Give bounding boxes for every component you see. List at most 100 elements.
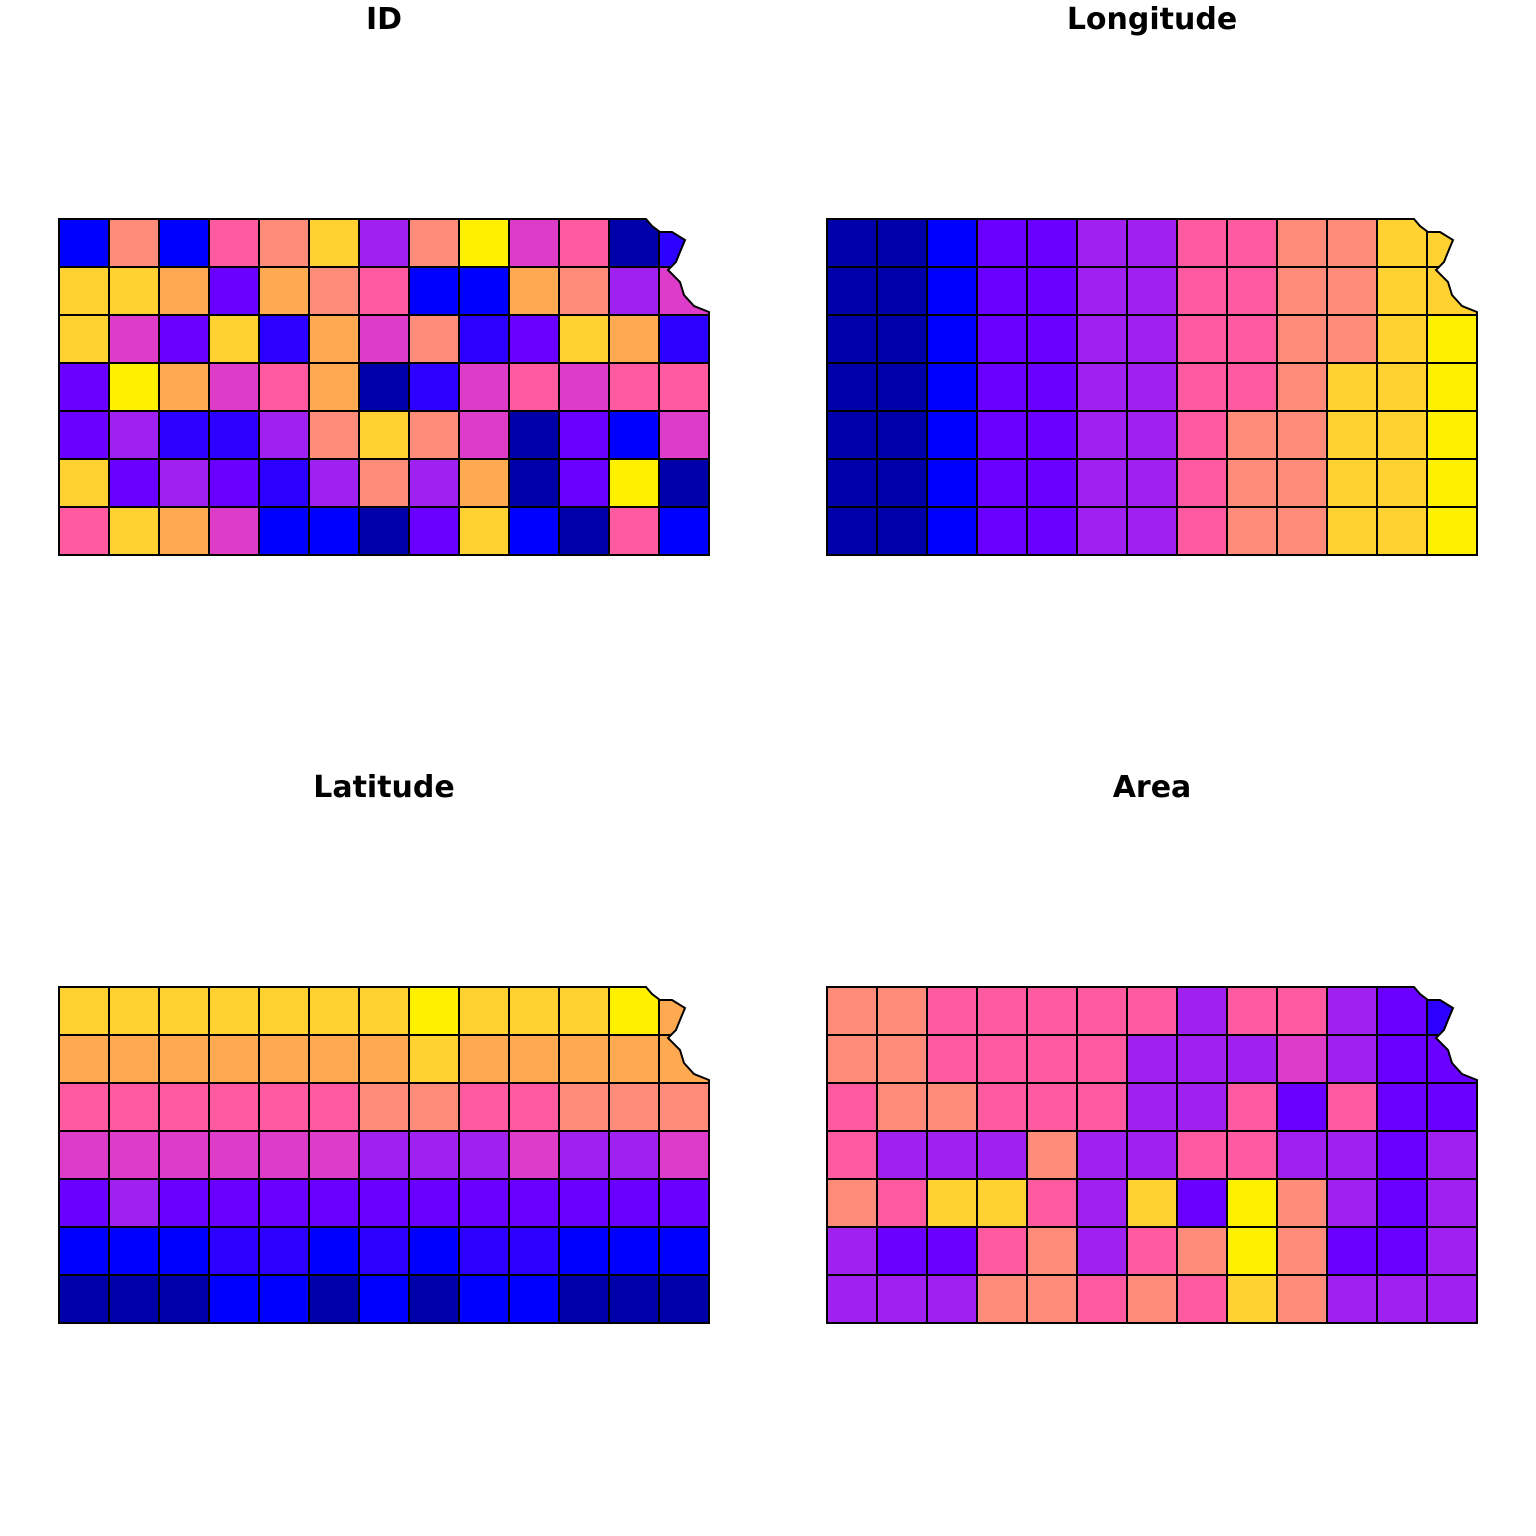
county-cell: [1226, 314, 1278, 364]
county-cell: [1026, 314, 1078, 364]
county-cell: [1026, 362, 1078, 412]
state-outline: [826, 218, 1478, 556]
county-cell: [1176, 1226, 1228, 1276]
county-cell: [658, 410, 709, 460]
county-cell: [1076, 314, 1128, 364]
county-cell: [258, 1034, 310, 1084]
county-cells: [827, 219, 1477, 555]
county-cell: [358, 410, 410, 460]
county-cell: [258, 219, 310, 268]
county-cell: [1076, 987, 1128, 1036]
county-cell: [358, 362, 410, 412]
county-cell: [358, 1274, 410, 1323]
county-cell: [1376, 458, 1428, 508]
county-cell: [976, 1082, 1028, 1132]
county-cell: [408, 362, 460, 412]
county-cell: [308, 1274, 360, 1323]
county-cell: [1176, 219, 1228, 268]
county-cell: [1226, 362, 1278, 412]
county-cell: [1176, 314, 1228, 364]
county-cell: [358, 1130, 410, 1180]
county-cell: [408, 1274, 460, 1323]
county-cell: [926, 410, 978, 460]
county-cell: [926, 1082, 978, 1132]
county-cell: [1376, 1178, 1428, 1228]
county-cell: [258, 1226, 310, 1276]
county-cell: [1176, 1130, 1228, 1180]
county-cell: [1276, 266, 1328, 316]
county-cell: [508, 410, 560, 460]
county-cell: [508, 1274, 560, 1323]
county-cell: [1326, 987, 1378, 1036]
county-cell: [108, 362, 160, 412]
county-cell: [827, 1274, 878, 1323]
county-cell: [1076, 1082, 1128, 1132]
county-cell: [1026, 219, 1078, 268]
county-cell: [1226, 1178, 1278, 1228]
county-cell: [1226, 458, 1278, 508]
county-cell: [108, 1178, 160, 1228]
county-cell: [926, 987, 978, 1036]
county-cell: [558, 1178, 610, 1228]
county-cell: [1326, 1130, 1378, 1180]
county-cell: [1176, 458, 1228, 508]
panel-title-id: ID: [365, 2, 403, 37]
panel-id-map: ID: [0, 0, 768, 768]
county-cell: [358, 1178, 410, 1228]
county-cell: [608, 314, 660, 364]
county-cell: [876, 987, 928, 1036]
county-cell: [558, 314, 610, 364]
county-cell: [1176, 1274, 1228, 1323]
county-cell: [108, 1130, 160, 1180]
county-cell: [558, 410, 610, 460]
county-cell: [827, 1082, 878, 1132]
county-cell: [208, 506, 260, 555]
county-cell: [208, 1274, 260, 1323]
county-cell: [158, 1178, 210, 1228]
county-cell: [1276, 1226, 1328, 1276]
county-cell: [1076, 266, 1128, 316]
county-cell: [926, 1034, 978, 1084]
county-cell: [558, 1226, 610, 1276]
county-cell: [108, 410, 160, 460]
county-cell: [1126, 458, 1178, 508]
county-cell: [1276, 1178, 1328, 1228]
county-cell: [1176, 1082, 1228, 1132]
county-cell: [358, 458, 410, 508]
county-cells: [59, 987, 709, 1323]
county-cell: [358, 506, 410, 555]
county-cell: [1026, 506, 1078, 555]
state-outline: [826, 986, 1478, 1324]
county-cell: [358, 1034, 410, 1084]
county-cell: [308, 362, 360, 412]
county-cell: [876, 219, 928, 268]
county-cell: [458, 219, 510, 268]
county-cell: [1226, 987, 1278, 1036]
county-cell: [1276, 458, 1328, 508]
county-cell: [876, 314, 928, 364]
county-cell: [1076, 362, 1128, 412]
county-cell: [976, 314, 1028, 364]
county-cell: [876, 1178, 928, 1228]
choropleth-map-latitude: [58, 986, 710, 1324]
county-cell: [876, 1130, 928, 1180]
county-cell: [1076, 1274, 1128, 1323]
county-cell: [1376, 410, 1428, 460]
county-cell: [158, 987, 210, 1036]
county-cell: [1376, 362, 1428, 412]
county-cell: [458, 1178, 510, 1228]
county-cell: [59, 987, 110, 1036]
county-cell: [358, 1082, 410, 1132]
county-cell: [358, 987, 410, 1036]
county-cell: [458, 266, 510, 316]
county-cell: [1226, 506, 1278, 555]
county-cell: [408, 1082, 460, 1132]
county-cell: [926, 506, 978, 555]
county-cell: [258, 1082, 310, 1132]
county-cell: [59, 219, 110, 268]
county-cell: [1326, 458, 1378, 508]
county-cell: [108, 266, 160, 316]
county-cell: [458, 1274, 510, 1323]
county-cell: [1126, 987, 1178, 1036]
county-cell: [608, 458, 660, 508]
